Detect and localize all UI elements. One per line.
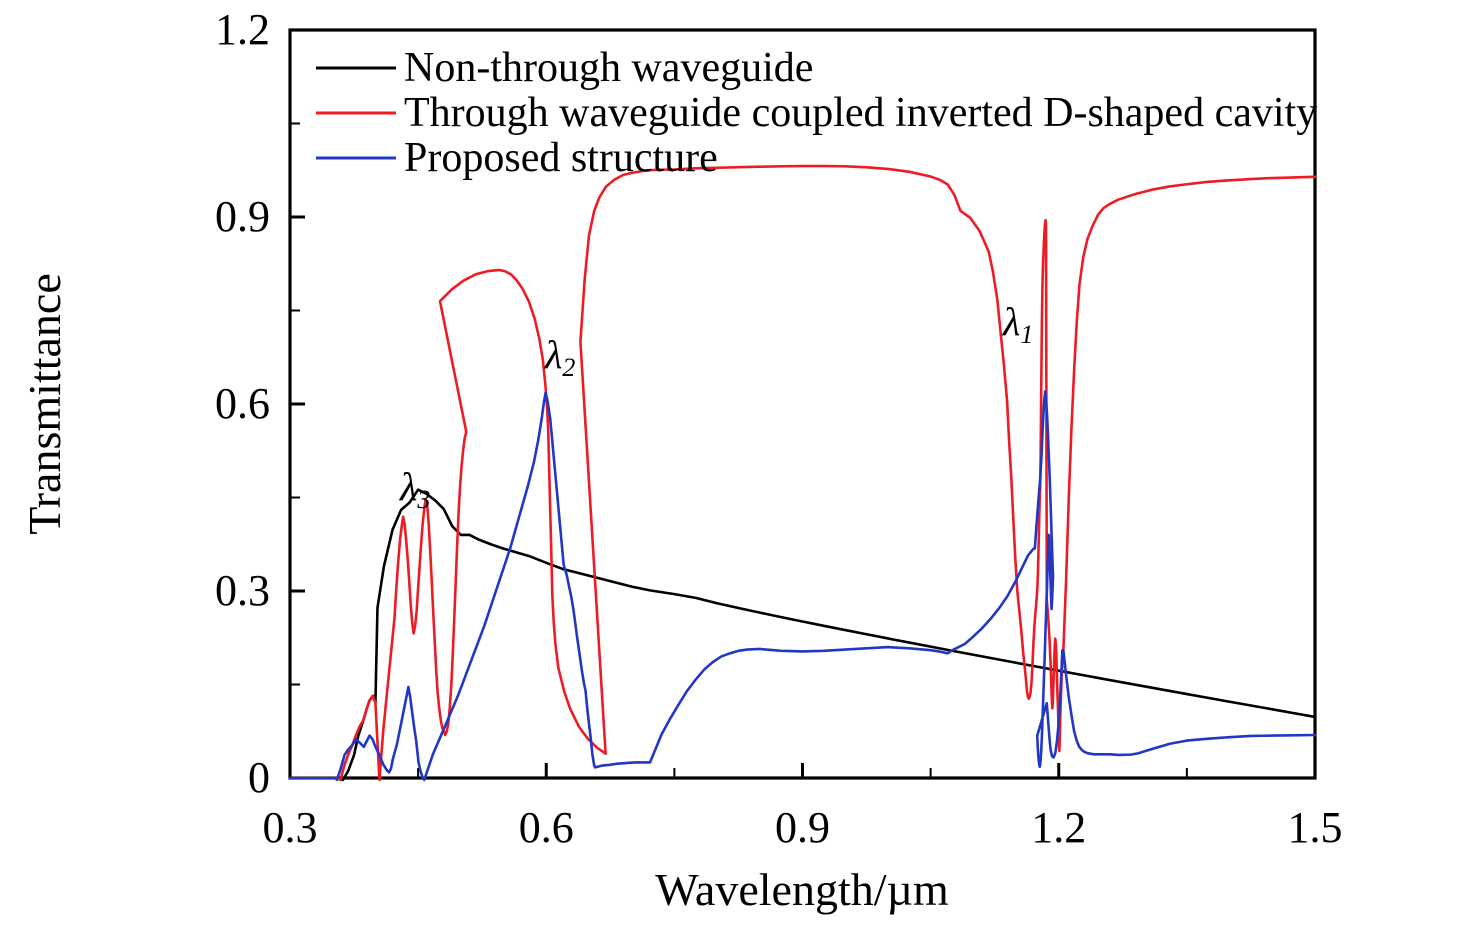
svg-text:Transmittance: Transmittance bbox=[19, 273, 70, 535]
svg-text:0.6: 0.6 bbox=[215, 379, 270, 428]
svg-text:0.3: 0.3 bbox=[215, 566, 270, 615]
svg-text:0.9: 0.9 bbox=[215, 192, 270, 241]
svg-text:0.6: 0.6 bbox=[519, 803, 574, 852]
svg-text:1.5: 1.5 bbox=[1288, 803, 1343, 852]
svg-text:Non-through waveguide: Non-through waveguide bbox=[404, 45, 813, 91]
svg-text:Through waveguide coupled inve: Through waveguide coupled inverted D-sha… bbox=[404, 90, 1317, 136]
svg-text:0.9: 0.9 bbox=[775, 803, 830, 852]
svg-text:Proposed structure: Proposed structure bbox=[404, 135, 718, 181]
svg-text:0.3: 0.3 bbox=[263, 803, 318, 852]
svg-text:Wavelength/µm: Wavelength/µm bbox=[655, 864, 949, 915]
svg-text:0: 0 bbox=[248, 753, 270, 802]
svg-text:1.2: 1.2 bbox=[1031, 803, 1086, 852]
svg-text:1.2: 1.2 bbox=[215, 5, 270, 54]
